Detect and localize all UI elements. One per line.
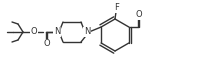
Text: F: F (114, 3, 119, 13)
Text: N: N (54, 27, 60, 37)
Text: O: O (43, 40, 50, 49)
Text: O: O (134, 11, 141, 19)
Text: N: N (83, 27, 90, 37)
Text: O: O (31, 27, 37, 37)
